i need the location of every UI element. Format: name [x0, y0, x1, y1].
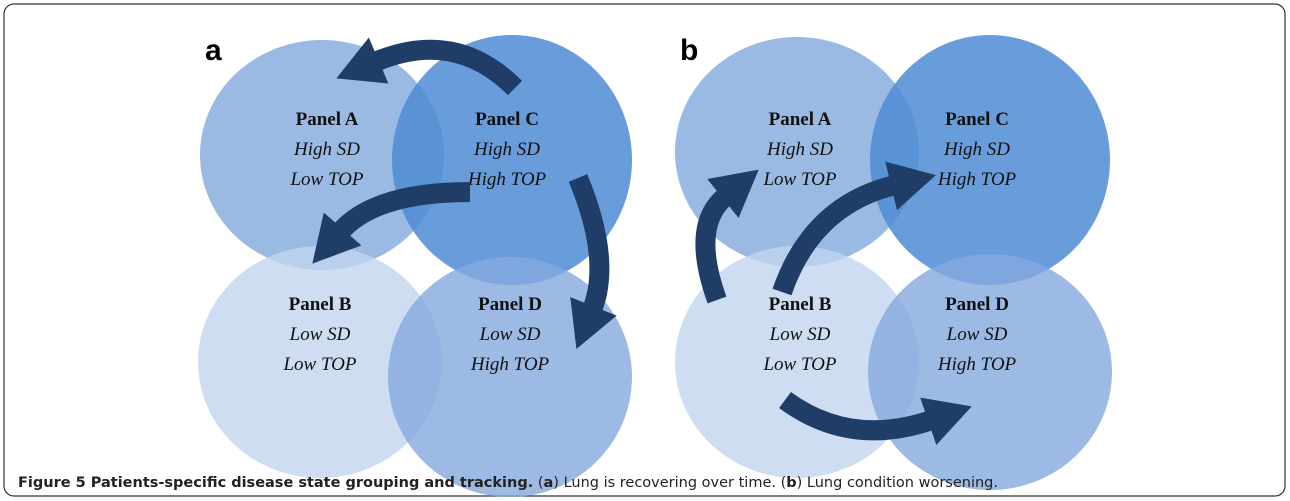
- circle-title: Panel D: [478, 294, 542, 315]
- caption-part: b: [786, 475, 796, 491]
- circle-title: Panel B: [289, 294, 352, 315]
- caption-part: a: [544, 475, 554, 491]
- circle-line: Low TOP: [762, 169, 836, 190]
- circle-line: High TOP: [937, 354, 1017, 375]
- circle-line: High TOP: [470, 354, 550, 375]
- venn-circle: [870, 35, 1110, 285]
- caption-part: ) Lung condition worsening.: [797, 475, 998, 491]
- circle-line: High TOP: [937, 169, 1017, 190]
- circle-line: High SD: [766, 139, 833, 160]
- circle-line: High TOP: [467, 169, 547, 190]
- circle-line: Low TOP: [289, 169, 363, 190]
- circle-title: Panel A: [296, 109, 359, 130]
- circle-line: Low TOP: [282, 354, 356, 375]
- venn-circle: [198, 246, 442, 478]
- arrow: [695, 169, 759, 304]
- arrow: [779, 391, 972, 445]
- arrow: [312, 182, 471, 264]
- circle-line: Low TOP: [762, 354, 836, 375]
- circle-title: Panel B: [769, 294, 832, 315]
- circle-line: High SD: [293, 139, 360, 160]
- caption: Figure 5 Patients-specific disease state…: [18, 475, 998, 491]
- arrow: [336, 37, 523, 96]
- circle-line: Low SD: [479, 324, 541, 345]
- circle-line: Low SD: [769, 324, 831, 345]
- venn-circle: [392, 35, 632, 285]
- circle-line: High SD: [473, 139, 540, 160]
- circle-title: Panel C: [945, 109, 1009, 130]
- circle-line: Low SD: [289, 324, 351, 345]
- panel-letter: b: [680, 34, 698, 67]
- circle-line: High SD: [943, 139, 1010, 160]
- circle-title: Panel A: [769, 109, 832, 130]
- arrows: [312, 37, 972, 445]
- frame: [3, 3, 1286, 497]
- caption-part: (: [533, 475, 543, 491]
- arrow: [772, 161, 936, 296]
- panel-letter: a: [205, 34, 222, 67]
- arrow: [568, 174, 617, 350]
- caption-title: Figure 5 Patients-specific disease state…: [18, 475, 533, 491]
- circle-line: Low SD: [946, 324, 1008, 345]
- circle-title: Panel C: [475, 109, 539, 130]
- caption-part: ) Lung is recovering over time. (: [553, 475, 786, 491]
- circle-title: Panel D: [945, 294, 1009, 315]
